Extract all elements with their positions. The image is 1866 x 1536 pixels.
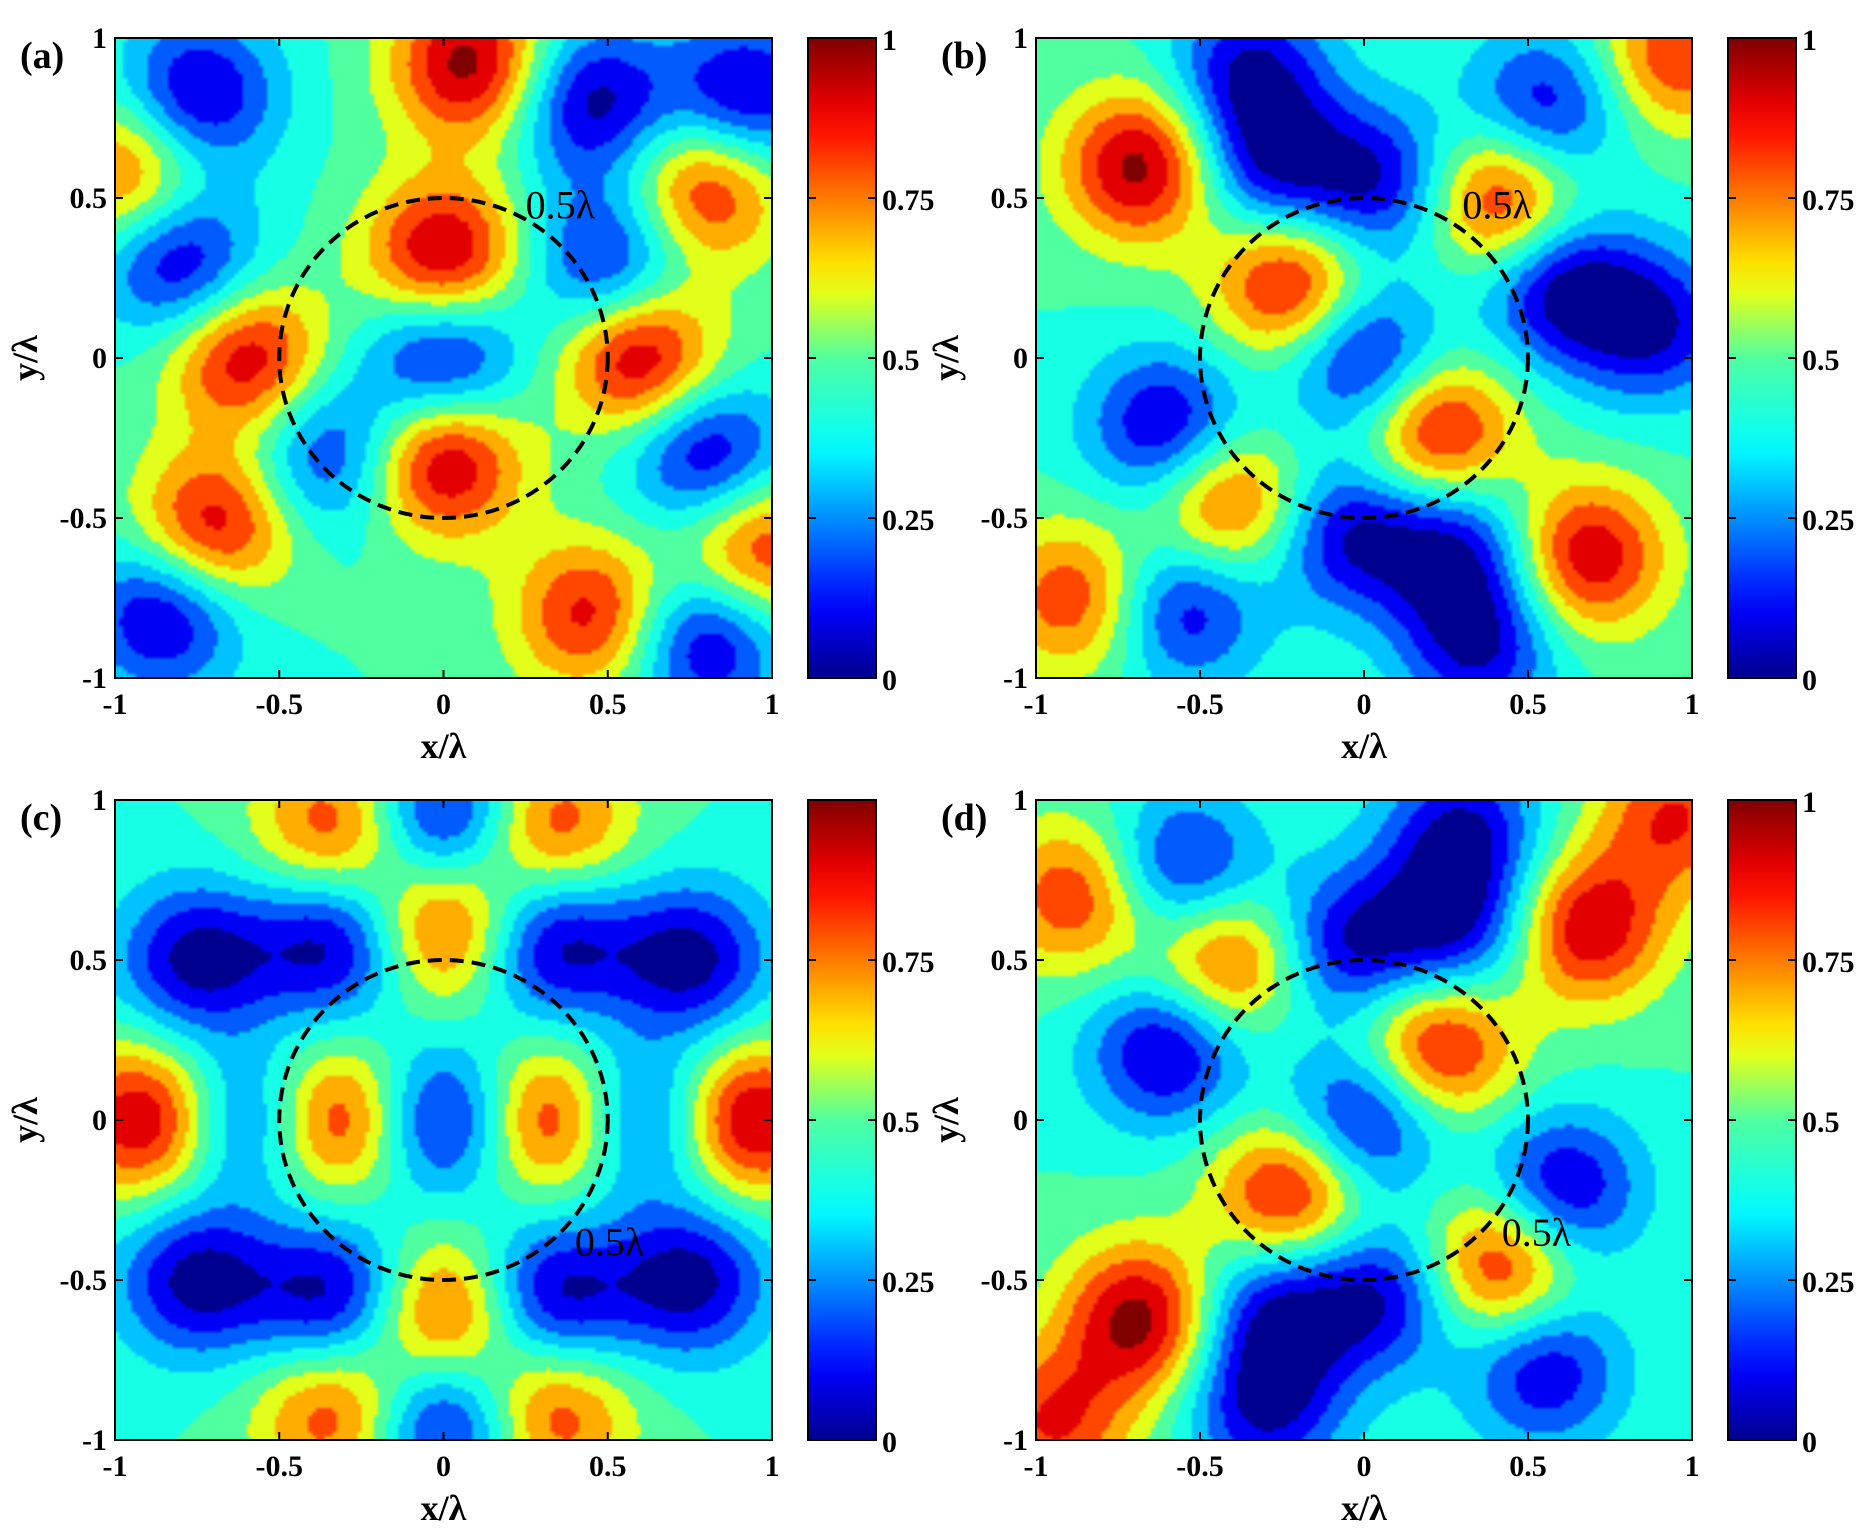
heatmap-field — [1036, 800, 1692, 1440]
y-tick-label: 0.5 — [70, 182, 108, 215]
x-axis-label: x/λ — [421, 1488, 467, 1528]
radius-circle — [1198, 958, 1530, 1282]
x-tick-label: -1 — [103, 1450, 128, 1483]
panel-d: 0.5λ -1 -0.5 0 0.5 1 -1 -0.5 0 0.5 1 x/λ y/λ (d) 0 0.25… — [926, 784, 1855, 1528]
panel-b: 0.5λ -1 -0.5 0 0.5 1 -1 -0.5 0 0.5 1 x/λ y/λ (b) 0 0.25… — [926, 22, 1855, 766]
y-axis-label: y/λ — [5, 1097, 45, 1143]
colorbar-gradient — [1727, 799, 1797, 1441]
x-tick-label: 0.5 — [1509, 1450, 1547, 1483]
y-tick-label: 0.5 — [70, 944, 108, 977]
y-tick-label: 0 — [92, 342, 107, 375]
colorbar-gradient — [807, 37, 877, 679]
x-tick-label: -0.5 — [256, 1450, 304, 1483]
colorbar-tick-label: 0 — [1802, 664, 1817, 697]
heatmap-field — [1036, 38, 1692, 678]
colorbar-tick-label: 0.5 — [1802, 344, 1840, 377]
panel-label: (c) — [20, 797, 62, 839]
x-tick-label: 1 — [1685, 688, 1700, 721]
colorbar-tick-label: 0 — [1802, 1426, 1817, 1459]
panel-a: 0.5λ -1 -0.5 0 0.5 1 -1 -0.5 0 0.5 1 x/λ y/λ (a) 0 0.25… — [5, 22, 935, 766]
colorbar-tick-label: 0.75 — [882, 946, 935, 979]
y-tick-label: -0.5 — [60, 502, 108, 535]
colorbar-tick-label: 0.25 — [1802, 504, 1855, 537]
x-axis-label: x/λ — [421, 726, 467, 766]
colorbar-tick-label: 0.25 — [882, 1266, 935, 1299]
colorbar-tick-label: 0.5 — [882, 1106, 920, 1139]
radius-label: 0.5λ — [1462, 182, 1532, 227]
y-tick-label: -1 — [82, 1424, 107, 1457]
radius-circle — [277, 958, 610, 1282]
y-tick-label: 0 — [1013, 342, 1028, 375]
y-axis-label: y/λ — [926, 1097, 966, 1143]
y-tick-label: 0.5 — [991, 944, 1029, 977]
x-tick-label: 0 — [436, 1450, 451, 1483]
x-tick-label: 1 — [765, 688, 780, 721]
x-tick-label: -1 — [103, 688, 128, 721]
y-tick-label: -0.5 — [60, 1264, 108, 1297]
colorbar-tick-label: 0 — [882, 1426, 897, 1459]
panel-c: 0.5λ -1 -0.5 0 0.5 1 -1 -0.5 0 0.5 1 x/λ y/λ (c) 0 0.25… — [5, 784, 935, 1528]
colorbar: 0 0.25 0.5 0.75 1 — [1727, 24, 1855, 697]
radius-label: 0.5λ — [575, 1220, 645, 1265]
colorbar-tick-label: 0.75 — [1802, 184, 1855, 217]
panel-label: (d) — [941, 797, 987, 839]
heatmap-field — [115, 800, 772, 1440]
y-tick-label: 0 — [92, 1104, 107, 1137]
colorbar-tick-label: 0 — [882, 664, 897, 697]
x-axis-label: x/λ — [1341, 726, 1387, 766]
panel-label: (b) — [941, 35, 987, 77]
x-tick-label: -0.5 — [256, 688, 304, 721]
y-tick-label: -0.5 — [981, 1264, 1029, 1297]
x-tick-label: 0 — [1357, 688, 1372, 721]
radius-label: 0.5λ — [1502, 1210, 1572, 1255]
y-tick-label: 1 — [1013, 22, 1028, 55]
colorbar-tick-label: 0.5 — [1802, 1106, 1840, 1139]
colorbar-tick-label: 0.25 — [882, 504, 935, 537]
y-tick-label: -0.5 — [981, 502, 1029, 535]
y-tick-label: 0.5 — [991, 182, 1029, 215]
y-tick-label: -1 — [1003, 1424, 1028, 1457]
x-tick-label: 0.5 — [589, 1450, 627, 1483]
colorbar: 0 0.25 0.5 0.75 1 — [807, 24, 935, 697]
x-tick-label: -0.5 — [1176, 688, 1224, 721]
y-tick-label: -1 — [82, 662, 107, 695]
y-tick-label: 1 — [92, 22, 107, 55]
x-tick-label: -0.5 — [1176, 1450, 1224, 1483]
colorbar-tick-label: 0.75 — [1802, 946, 1855, 979]
colorbar-tick-label: 1 — [882, 24, 897, 57]
colorbar: 0 0.25 0.5 0.75 1 — [1727, 786, 1855, 1459]
y-tick-label: 1 — [92, 784, 107, 817]
x-tick-label: -1 — [1024, 1450, 1049, 1483]
heatmap-field — [115, 38, 772, 678]
colorbar-tick-label: 1 — [1802, 24, 1817, 57]
panel-label: (a) — [20, 35, 64, 77]
colorbar-tick-label: 0.75 — [882, 184, 935, 217]
x-tick-label: -1 — [1024, 688, 1049, 721]
y-axis-label: y/λ — [926, 335, 966, 381]
radius-circle — [277, 196, 610, 520]
x-tick-label: 0 — [436, 688, 451, 721]
y-tick-label: -1 — [1003, 662, 1028, 695]
colorbar-tick-label: 1 — [1802, 786, 1817, 819]
x-tick-label: 0.5 — [589, 688, 627, 721]
x-tick-label: 0 — [1357, 1450, 1372, 1483]
colorbar-tick-label: 0.25 — [1802, 1266, 1855, 1299]
x-tick-label: 1 — [765, 1450, 780, 1483]
colorbar-gradient — [807, 799, 877, 1441]
x-tick-label: 0.5 — [1509, 688, 1547, 721]
radius-label: 0.5λ — [526, 182, 596, 227]
radius-circle — [1198, 196, 1530, 520]
y-tick-label: 0 — [1013, 1104, 1028, 1137]
colorbar-tick-label: 0.5 — [882, 344, 920, 377]
x-axis-label: x/λ — [1341, 1488, 1387, 1528]
x-tick-label: 1 — [1685, 1450, 1700, 1483]
y-axis-label: y/λ — [5, 335, 45, 381]
y-tick-label: 1 — [1013, 784, 1028, 817]
colorbar: 0 0.25 0.5 0.75 — [807, 799, 935, 1459]
colorbar-gradient — [1727, 37, 1797, 679]
